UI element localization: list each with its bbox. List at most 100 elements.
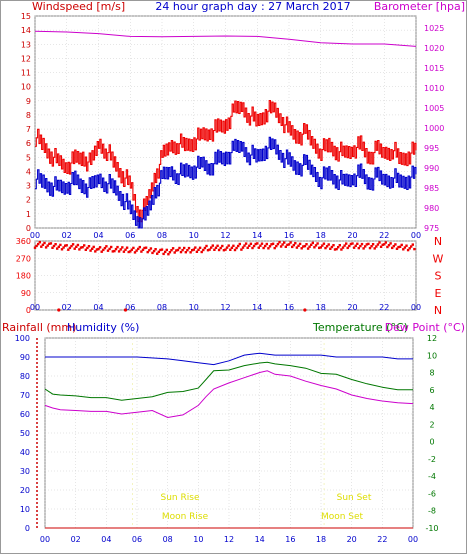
direction-point <box>206 249 210 252</box>
graph-title: 24 hour graph day : 27 March 2017 <box>155 0 350 13</box>
direction-point <box>294 242 297 245</box>
direction-point <box>335 247 338 251</box>
direction-point <box>276 242 280 246</box>
direction-point <box>257 246 260 249</box>
humidity-tick-label: 0 <box>25 524 30 533</box>
wind-x-tick-label: 22 <box>379 231 389 240</box>
direction-point <box>295 246 299 249</box>
wind-x-tick-label: 12 <box>220 231 230 240</box>
direction-point <box>40 245 43 248</box>
direction-point <box>313 246 316 249</box>
direction-point <box>157 250 160 253</box>
barometer-line <box>34 30 417 47</box>
direction-calm-point <box>57 308 61 312</box>
temperature-tick-label: 6 <box>429 386 434 395</box>
direction-point <box>137 247 140 251</box>
barometer-tick-label: 990 <box>424 164 439 173</box>
direction-point <box>100 250 103 253</box>
temp-x-tick-label: 10 <box>193 535 203 544</box>
sun-rise-label: Sun Rise <box>161 493 200 503</box>
direction-point <box>371 243 375 246</box>
direction-point <box>52 244 56 248</box>
direction-point <box>208 248 211 251</box>
direction-point <box>186 249 189 252</box>
direction-point <box>43 241 46 245</box>
direction-point <box>86 246 89 250</box>
direction-x-tick-label: 00 <box>30 303 40 312</box>
temperature-axis-label: Temperature (°C) <box>312 321 408 334</box>
direction-point <box>79 246 83 249</box>
temperature-tick-label: 4 <box>429 403 434 412</box>
humidity-tick-label: 20 <box>20 486 30 495</box>
direction-point <box>324 246 327 250</box>
direction-point <box>171 247 175 250</box>
direction-point <box>306 247 310 250</box>
wind-x-tick-label: 00 <box>411 231 421 240</box>
direction-point <box>314 244 318 247</box>
compass-tick-label: W <box>433 252 444 265</box>
direction-point <box>110 245 113 249</box>
direction-point <box>152 249 156 253</box>
direction-point <box>289 241 292 244</box>
direction-point <box>308 245 311 248</box>
temperature-tick-label: 10 <box>427 351 437 360</box>
direction-x-tick-label: 08 <box>157 303 167 312</box>
direction-tick-label: 180 <box>16 272 31 281</box>
barometer-tick-label: 995 <box>424 144 439 153</box>
direction-point <box>281 243 284 246</box>
wind-x-tick-label: 06 <box>125 231 135 240</box>
direction-point <box>154 248 157 251</box>
direction-point <box>162 252 165 256</box>
direction-point <box>75 245 78 248</box>
direction-point <box>405 244 408 247</box>
direction-point <box>130 248 133 251</box>
direction-point <box>156 252 159 255</box>
temp-x-tick-label: 18 <box>316 535 326 544</box>
direction-point <box>264 244 267 248</box>
direction-point <box>375 245 378 248</box>
direction-tick-label: 90 <box>21 289 31 298</box>
direction-point <box>83 244 86 247</box>
temp-x-tick-label: 22 <box>377 535 387 544</box>
direction-point <box>124 248 127 251</box>
direction-point <box>311 241 314 245</box>
direction-x-tick-label: 20 <box>347 303 357 312</box>
direction-point <box>59 243 62 247</box>
compass-tick-label: N <box>434 304 442 317</box>
direction-point <box>121 246 124 249</box>
direction-point <box>56 247 59 250</box>
direction-point <box>357 246 360 250</box>
direction-point <box>395 247 399 250</box>
direction-x-tick-label: 14 <box>252 303 262 312</box>
direction-point <box>62 246 65 249</box>
direction-point <box>367 242 370 246</box>
direction-point <box>345 242 348 245</box>
direction-point <box>303 244 307 248</box>
temperature-tick-label: 2 <box>429 420 434 429</box>
direction-point <box>48 242 51 245</box>
direction-point <box>351 242 354 245</box>
direction-point <box>256 242 259 245</box>
direction-point <box>238 242 241 246</box>
direction-point <box>292 243 295 247</box>
humidity-tick-label: 60 <box>20 410 30 419</box>
direction-point <box>411 243 414 246</box>
direction-calm-point <box>123 308 128 312</box>
direction-point <box>33 246 37 249</box>
direction-point <box>187 246 191 250</box>
humidity-tick-label: 40 <box>20 448 30 457</box>
direction-point <box>148 249 151 252</box>
humidity-tick-label: 10 <box>20 505 30 514</box>
direction-point <box>241 246 245 249</box>
direction-point <box>278 241 281 244</box>
direction-point <box>386 245 389 249</box>
direction-point <box>151 251 154 255</box>
direction-point <box>159 248 162 252</box>
direction-point <box>370 245 373 248</box>
direction-point <box>352 246 356 249</box>
windspeed-tick-label: 0 <box>26 224 31 233</box>
windspeed-tick-label: 7 <box>26 125 31 134</box>
direction-point <box>400 243 403 247</box>
